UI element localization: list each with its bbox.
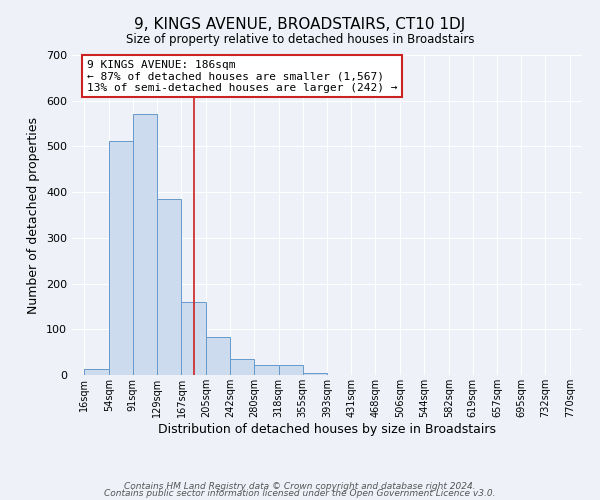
Bar [302,372,327,375]
Bar [230,359,254,375]
Text: 9, KINGS AVENUE, BROADSTAIRS, CT10 1DJ: 9, KINGS AVENUE, BROADSTAIRS, CT10 1DJ [134,18,466,32]
X-axis label: Distribution of detached houses by size in Broadstairs: Distribution of detached houses by size … [158,422,496,436]
Bar [157,199,181,375]
Bar [133,114,157,375]
Text: Contains HM Land Registry data © Crown copyright and database right 2024.: Contains HM Land Registry data © Crown c… [124,482,476,491]
Bar [279,365,302,375]
Bar [109,142,133,375]
Text: Contains public sector information licensed under the Open Government Licence v3: Contains public sector information licen… [104,489,496,498]
Text: 9 KINGS AVENUE: 186sqm
← 87% of detached houses are smaller (1,567)
13% of semi-: 9 KINGS AVENUE: 186sqm ← 87% of detached… [87,60,397,93]
Text: Size of property relative to detached houses in Broadstairs: Size of property relative to detached ho… [126,32,474,46]
Bar [84,368,109,375]
Y-axis label: Number of detached properties: Number of detached properties [28,116,40,314]
Bar [206,337,230,375]
Bar [181,302,206,375]
Bar [254,365,279,375]
